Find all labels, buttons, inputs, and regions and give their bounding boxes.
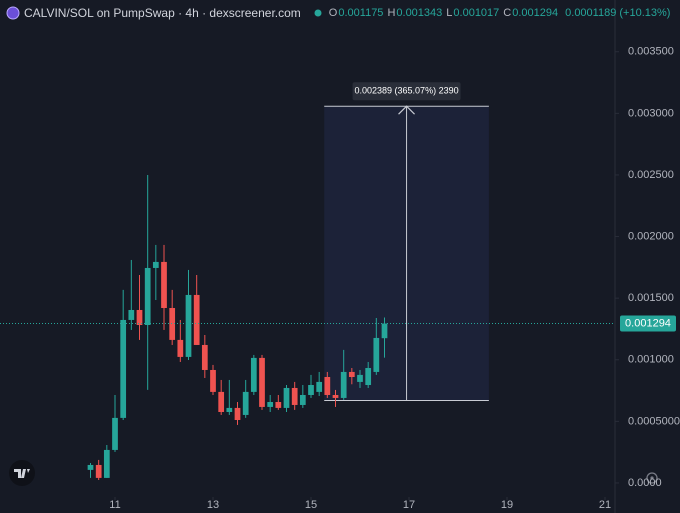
candle-body xyxy=(283,387,290,408)
candle-body xyxy=(357,374,363,382)
y-tick-label: 0.0005000 xyxy=(628,415,680,427)
logo-glyph xyxy=(14,469,30,478)
candle-body xyxy=(103,449,110,478)
x-tick-label: 17 xyxy=(403,499,415,511)
last-price-bg xyxy=(620,315,676,332)
last-price-label: 0.001294 xyxy=(625,317,671,329)
legend-key: H xyxy=(387,7,396,19)
candle-body xyxy=(144,267,151,326)
y-tick-label: 0.0000 xyxy=(628,477,662,489)
candle-body xyxy=(332,394,339,398)
candle-body xyxy=(87,464,94,470)
token-icon xyxy=(6,6,20,20)
measure-arrowhead xyxy=(398,105,415,115)
candle-body xyxy=(210,369,216,392)
y-tick-label: 0.001000 xyxy=(628,354,674,366)
tradingview-logo xyxy=(9,460,35,486)
ohlc-legend: O 0.001175 H 0.001343 L 0.001017 C 0.001294 xyxy=(329,7,561,19)
candle-body xyxy=(381,323,388,339)
logo-circle xyxy=(9,460,35,486)
candle-body xyxy=(275,402,282,408)
candle-body xyxy=(259,357,265,407)
candle-body xyxy=(177,339,184,357)
x-tick-label: 19 xyxy=(501,499,513,511)
candle-body xyxy=(308,385,314,395)
candle-body xyxy=(267,402,274,407)
candle-body xyxy=(112,417,118,450)
settings-icon[interactable] xyxy=(646,472,658,484)
candle-body xyxy=(218,391,225,412)
candle-body xyxy=(250,357,257,392)
gear-hub[interactable] xyxy=(650,476,654,480)
candle-body xyxy=(193,294,200,345)
y-tick-label: 0.003500 xyxy=(628,46,674,58)
candle-body xyxy=(242,391,249,415)
x-tick-label: 11 xyxy=(109,499,120,511)
y-tick-label: 0.003000 xyxy=(628,107,674,119)
candle-body xyxy=(234,407,241,420)
candle-body xyxy=(348,371,355,378)
candle-body xyxy=(291,387,298,405)
candle-body xyxy=(120,319,127,418)
candle-body xyxy=(316,381,323,392)
status-dot-circle xyxy=(314,9,322,17)
candle-body xyxy=(373,337,380,372)
candle-body xyxy=(299,394,306,405)
change: 0.0001189 (+10.13%) xyxy=(565,7,671,19)
candle-body xyxy=(95,464,102,478)
candle-body xyxy=(365,368,372,386)
candle-body xyxy=(169,308,176,340)
measure-label: 0.002389 (365.07%) 2390 xyxy=(355,86,459,96)
token-icon-circle xyxy=(6,6,20,20)
x-tick-label: 13 xyxy=(207,499,219,511)
y-tick-label: 0.002000 xyxy=(628,230,674,242)
header: CALVIN/SOL on PumpSwap · 4h · dexscreene… xyxy=(6,4,673,22)
chart-title: CALVIN/SOL on PumpSwap · 4h · dexscreene… xyxy=(24,6,301,20)
x-tick-label: 15 xyxy=(305,499,317,511)
legend-value: 0.001017 xyxy=(453,7,500,19)
legend-key: C xyxy=(503,7,512,19)
legend-value: 0.001343 xyxy=(396,7,443,19)
status-dot xyxy=(314,9,322,17)
y-tick-label: 0.002500 xyxy=(628,169,674,181)
candle-body xyxy=(152,261,159,268)
y-tick-label: 0.001500 xyxy=(628,292,674,304)
candle-body xyxy=(161,261,167,309)
x-tick-label: 21 xyxy=(599,499,611,511)
measure-label-bg xyxy=(352,82,461,101)
legend-value: 0.001294 xyxy=(512,7,559,19)
gear[interactable] xyxy=(646,472,658,484)
legend-key: O xyxy=(328,7,338,19)
candle-body xyxy=(201,344,208,370)
candle-body xyxy=(226,407,233,412)
candle-body xyxy=(185,294,192,357)
legend-value: 0.001175 xyxy=(338,7,384,19)
legend-key: L xyxy=(446,7,453,19)
candle-body xyxy=(136,309,143,326)
candle-body xyxy=(340,371,347,398)
candle-body xyxy=(324,377,331,395)
candle-body xyxy=(128,309,135,320)
